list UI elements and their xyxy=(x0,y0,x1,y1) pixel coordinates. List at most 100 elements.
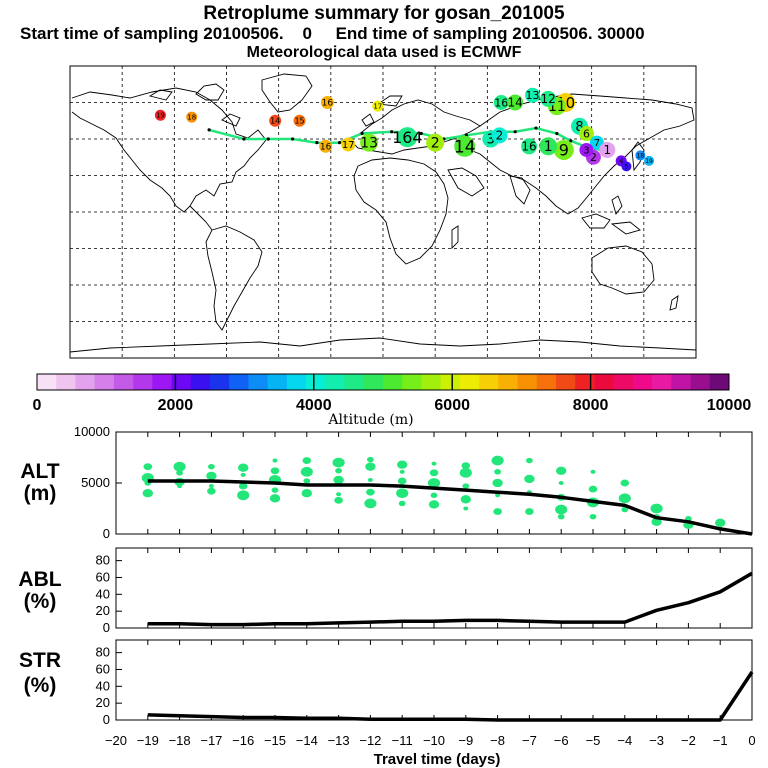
plume-day-label: 16 xyxy=(521,140,536,154)
plume-day-label: 4 xyxy=(619,157,624,165)
colorbar-cell xyxy=(75,374,95,390)
colorbar-cell xyxy=(248,374,268,390)
trajectory-point xyxy=(290,137,295,141)
plume-day-label: 15 xyxy=(294,117,304,126)
plume-blob xyxy=(360,133,379,152)
x-tick-label: −14 xyxy=(296,733,318,748)
plume-day-label: 14 xyxy=(270,117,280,126)
abl-y-tick-label: 80 xyxy=(96,553,110,568)
alt-scatter-point xyxy=(301,489,312,498)
alt-scatter-point xyxy=(493,508,502,515)
str-y-tick-label: 60 xyxy=(96,661,110,676)
colorbar-cell xyxy=(440,374,461,390)
trajectory-point xyxy=(337,141,342,145)
alt-scatter-point xyxy=(142,489,153,498)
alt-scatter-point xyxy=(208,463,215,470)
plume-day-label: 17 xyxy=(342,140,355,151)
x-tick-label: −19 xyxy=(137,733,159,748)
x-tick-label: −10 xyxy=(423,733,445,748)
alt-scatter-point xyxy=(366,488,375,496)
alt-scatter-point xyxy=(269,494,281,503)
x-tick-label: −4 xyxy=(617,733,632,748)
altitude-colorbar: 0 2000 4000 6000 8000 10000 Altitude (m) xyxy=(33,373,751,428)
alt-scatter-point xyxy=(302,457,312,464)
x-tick-label: −18 xyxy=(169,733,191,748)
plume-day-label: 9 xyxy=(559,141,569,160)
plume-blob xyxy=(635,150,646,161)
alt-scatter-point xyxy=(427,478,441,488)
alt-scatter-point xyxy=(237,490,250,501)
plume-blob xyxy=(507,94,524,111)
colorbar-cell xyxy=(113,374,134,390)
x-tick-label: −16 xyxy=(232,733,254,748)
alt-scatter-point xyxy=(206,471,217,481)
colorbar-axis-label: Altitude (m) xyxy=(327,412,413,428)
alt-scatter-point xyxy=(428,500,440,509)
trajectory-point xyxy=(534,126,538,130)
plume-day-label: 18 xyxy=(637,153,645,160)
alt-scatter-point xyxy=(271,487,279,493)
plume-day-label: 2 xyxy=(431,136,440,152)
colorbar-tick-label: 4000 xyxy=(296,397,332,414)
colorbar-cell xyxy=(37,374,57,390)
trajectory-point xyxy=(207,128,211,132)
plume-blob xyxy=(426,133,445,152)
alt-scatter-point xyxy=(270,467,280,475)
colorbar-cell xyxy=(671,374,691,390)
plume-blob xyxy=(599,141,616,158)
x-axis-label: Travel time (days) xyxy=(374,751,501,768)
alt-scatter-point xyxy=(459,467,472,478)
alt-scatter-point xyxy=(524,474,535,484)
colorbar-cell xyxy=(709,374,730,390)
plume-day-label: 164 xyxy=(392,128,423,147)
x-tick-label: −1 xyxy=(713,733,728,748)
chart-title: Retroplume summary for gosan_201005 xyxy=(203,3,565,24)
plume-day-label: 14 xyxy=(508,96,523,110)
alt-scatter-point xyxy=(462,483,470,489)
colorbar-cell xyxy=(325,374,345,390)
x-tick-label: −15 xyxy=(264,733,286,748)
plume-day-label: 1 xyxy=(603,143,611,157)
colorbar-cell xyxy=(575,374,595,390)
trajectory-point xyxy=(360,131,364,136)
plume-blob xyxy=(553,139,574,160)
alt-scatter-point xyxy=(367,477,373,482)
alt-scatter-point xyxy=(397,477,407,485)
alt-scatter-point xyxy=(336,492,342,497)
plume-blob xyxy=(539,137,558,156)
colorbar-cell xyxy=(459,374,480,390)
trajectory-point xyxy=(555,131,559,136)
plume-day-label: 12 xyxy=(541,92,556,106)
alt-scatter-point xyxy=(495,493,501,498)
plume-blob xyxy=(493,95,509,110)
x-tick-label: −2 xyxy=(681,733,696,748)
plume-blob xyxy=(397,127,418,148)
colorbar-cell xyxy=(190,374,211,390)
alt-scatter-point xyxy=(715,518,726,527)
colorbar-tick-label: 0 xyxy=(33,397,42,414)
abl-y-tick-label: 60 xyxy=(96,569,110,584)
alt-panel: ALT (m) 0 5000 10000 xyxy=(20,424,753,541)
meteorological-data-subtitle: Meteorological data used is ECMWF xyxy=(246,44,522,61)
abl-unit-label: (%) xyxy=(24,590,57,613)
colorbar-tick-label: 2000 xyxy=(158,397,194,414)
plume-blob xyxy=(186,111,198,123)
trajectory-point xyxy=(569,139,573,143)
colorbar-cell xyxy=(402,374,422,390)
plume-blob xyxy=(341,137,356,152)
colorbar-cell xyxy=(421,374,441,390)
plume-blob xyxy=(269,114,282,127)
alt-scatter-point xyxy=(143,463,153,471)
alt-scatter-point xyxy=(332,457,345,468)
alt-scatter-point xyxy=(588,485,598,493)
alt-scatter-point xyxy=(238,463,249,472)
x-tick-label: 0 xyxy=(748,733,755,748)
str-panel-frame xyxy=(115,639,753,721)
x-tick-label: −5 xyxy=(586,733,601,748)
alt-scatter-point xyxy=(525,508,534,515)
alt-scatter-point xyxy=(207,487,216,495)
x-tick-label: −9 xyxy=(458,733,473,748)
